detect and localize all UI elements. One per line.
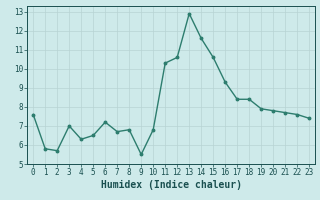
X-axis label: Humidex (Indice chaleur): Humidex (Indice chaleur) bbox=[101, 180, 242, 190]
